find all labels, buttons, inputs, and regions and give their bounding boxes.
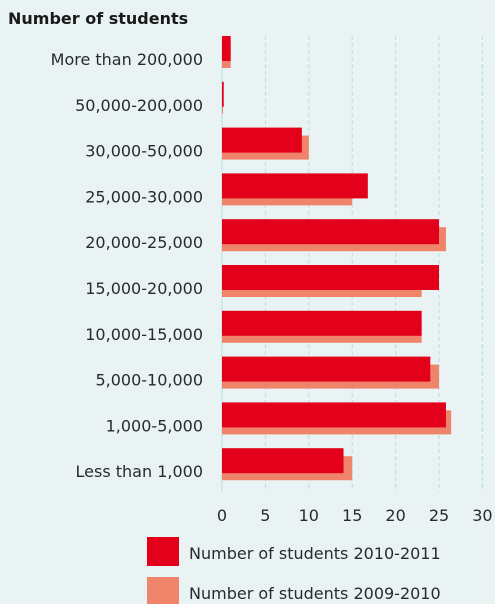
bar-2010-2011 xyxy=(222,265,439,290)
category-labels: More than 200,000 50,000-200,000 30,000-50… xyxy=(51,50,203,481)
bar-2010-2011 xyxy=(222,310,422,336)
legend-swatch xyxy=(147,537,179,566)
category-label: Less than 1,000 xyxy=(76,462,203,481)
bar-2010-2011 xyxy=(222,448,344,474)
category-label: More than 200,000 xyxy=(51,50,203,69)
bar-2010-2011 xyxy=(222,127,302,153)
x-tick-label: 30 xyxy=(472,506,492,525)
category-label: 50,000-200,000 xyxy=(75,96,203,115)
category-label: 30,000-50,000 xyxy=(85,142,203,161)
x-tick-label: 5 xyxy=(260,506,270,525)
bar-2010-2011 xyxy=(222,219,439,245)
bars-group xyxy=(222,36,452,481)
bar-2010-2011 xyxy=(222,356,431,382)
x-axis-ticks: 0 5 10 15 20 25 30 xyxy=(217,506,493,525)
category-label: 15,000-20,000 xyxy=(85,279,203,298)
legend-label: Number of students 2009-2010 xyxy=(189,584,441,603)
bar-2010-2011 xyxy=(222,402,446,428)
legend: Number of students 2010-2011 Number of st… xyxy=(147,537,441,604)
bar-2010-2011 xyxy=(222,36,231,61)
x-tick-label: 0 xyxy=(217,506,227,525)
legend-label: Number of students 2010-2011 xyxy=(189,544,441,563)
category-label: 10,000-15,000 xyxy=(85,325,203,344)
x-tick-label: 20 xyxy=(385,506,405,525)
legend-swatch xyxy=(147,577,179,604)
category-label: 5,000-10,000 xyxy=(95,371,203,390)
category-label: 20,000-25,000 xyxy=(85,233,203,252)
chart-title: Number of students xyxy=(8,9,188,28)
bar-2010-2011 xyxy=(222,81,224,107)
category-label: 25,000-30,000 xyxy=(85,187,203,206)
x-tick-label: 25 xyxy=(429,506,449,525)
bar-2010-2011 xyxy=(222,173,368,199)
x-tick-label: 10 xyxy=(299,506,319,525)
category-label: 1,000-5,000 xyxy=(106,416,203,435)
x-tick-label: 15 xyxy=(342,506,362,525)
